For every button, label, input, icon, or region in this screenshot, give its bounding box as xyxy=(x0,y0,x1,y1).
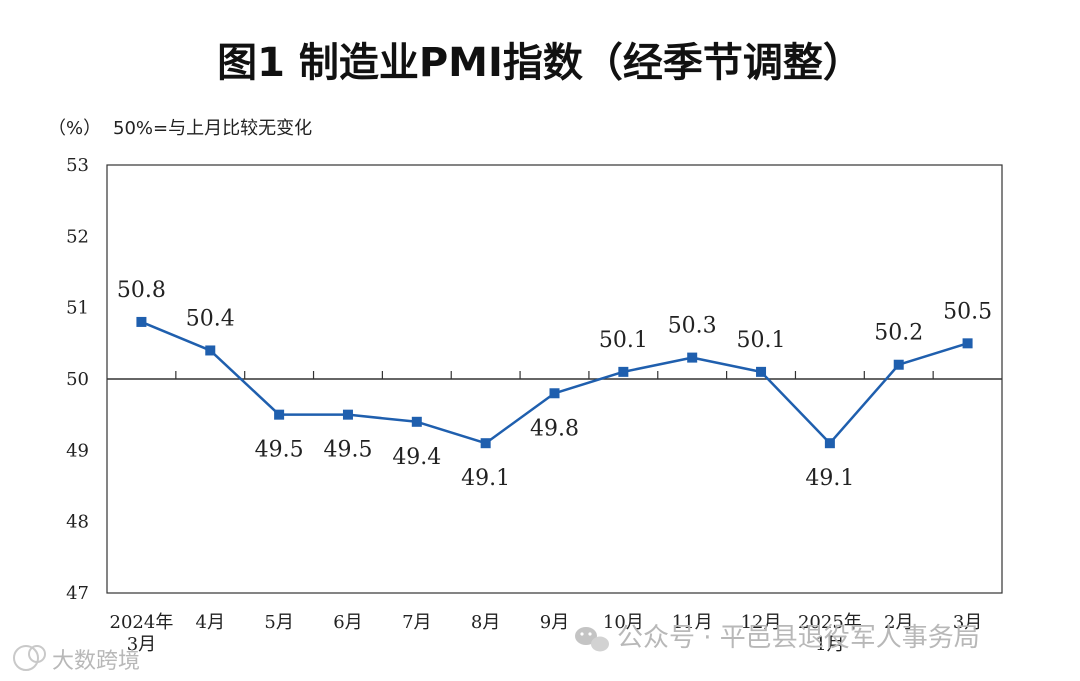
x-tick-label: 6月 xyxy=(333,612,362,633)
watermark-account-text: 公众号 · 平邑县退役军人事务局 xyxy=(617,623,980,653)
x-tick-label: 8月 xyxy=(471,612,500,633)
watermark-account: 公众号 · 平邑县退役军人事务局 xyxy=(575,623,980,653)
x-tick-label: 10月 xyxy=(603,612,644,633)
x-tick-label: 9月 xyxy=(540,612,569,633)
x-tick-label: 7月 xyxy=(402,612,431,633)
y-tick-label: 47 xyxy=(66,583,89,604)
x-tick-label: 3月 xyxy=(953,612,982,633)
y-tick-label: 53 xyxy=(66,155,89,176)
data-point xyxy=(549,388,560,399)
x-tick-label: 5月 xyxy=(264,612,293,633)
data-label: 49.5 xyxy=(323,438,372,463)
data-point xyxy=(205,345,216,356)
watermark-brand: 大数跨境 xyxy=(13,645,140,674)
data-label: 50.3 xyxy=(668,314,717,339)
brand-logo-icon xyxy=(13,645,46,671)
data-point xyxy=(687,352,698,363)
x-tick-label: 2024年 xyxy=(110,612,174,633)
x-tick-label: 1月 xyxy=(815,634,844,655)
series-pmi xyxy=(136,316,973,449)
data-point xyxy=(136,316,147,327)
x-tick-label: 11月 xyxy=(672,612,713,633)
y-tick-label: 50 xyxy=(66,369,89,390)
data-point xyxy=(274,409,285,420)
y-tick-label: 49 xyxy=(66,440,89,461)
data-point xyxy=(480,438,491,449)
data-label: 49.5 xyxy=(255,438,304,463)
unit-label: （%） xyxy=(48,118,101,139)
watermark-brand-text: 大数跨境 xyxy=(52,649,140,674)
data-label: 49.1 xyxy=(805,466,854,491)
data-point xyxy=(893,359,904,370)
x-tick-label: 4月 xyxy=(196,612,225,633)
data-point xyxy=(824,438,835,449)
chart-title: 图1 制造业PMI指数（经季节调整） xyxy=(217,40,863,86)
data-label: 50.2 xyxy=(874,321,923,346)
x-tick-label: 12月 xyxy=(741,612,782,633)
data-label: 50.4 xyxy=(186,306,235,331)
y-tick-label: 51 xyxy=(66,298,89,319)
data-label: 49.1 xyxy=(461,466,510,491)
data-labels: 50.8 50.4 49.5 49.5 49.4 49.1 49.8 50.1 50.3 50.1… xyxy=(117,278,992,491)
wechat-icon xyxy=(575,627,609,652)
chart-note: 50%=与上月比较无变化 xyxy=(113,118,312,139)
y-tick-label: 52 xyxy=(66,226,89,247)
x-tick-label: 2月 xyxy=(884,612,913,633)
data-label: 50.5 xyxy=(943,299,992,324)
data-label: 50.1 xyxy=(599,328,648,353)
data-point xyxy=(342,409,353,420)
y-axis: 47 48 49 50 51 52 53 xyxy=(66,155,89,604)
data-label: 50.1 xyxy=(737,328,786,353)
data-label: 49.8 xyxy=(530,416,579,441)
data-label: 49.4 xyxy=(392,445,441,470)
data-point xyxy=(618,366,629,377)
data-point xyxy=(411,416,422,427)
x-tick-label: 2025年 xyxy=(798,612,862,633)
data-point xyxy=(962,338,973,349)
y-tick-label: 48 xyxy=(66,512,89,533)
x-tick-label: 3月 xyxy=(127,634,156,655)
data-label: 50.8 xyxy=(117,278,166,303)
data-point xyxy=(756,366,767,377)
